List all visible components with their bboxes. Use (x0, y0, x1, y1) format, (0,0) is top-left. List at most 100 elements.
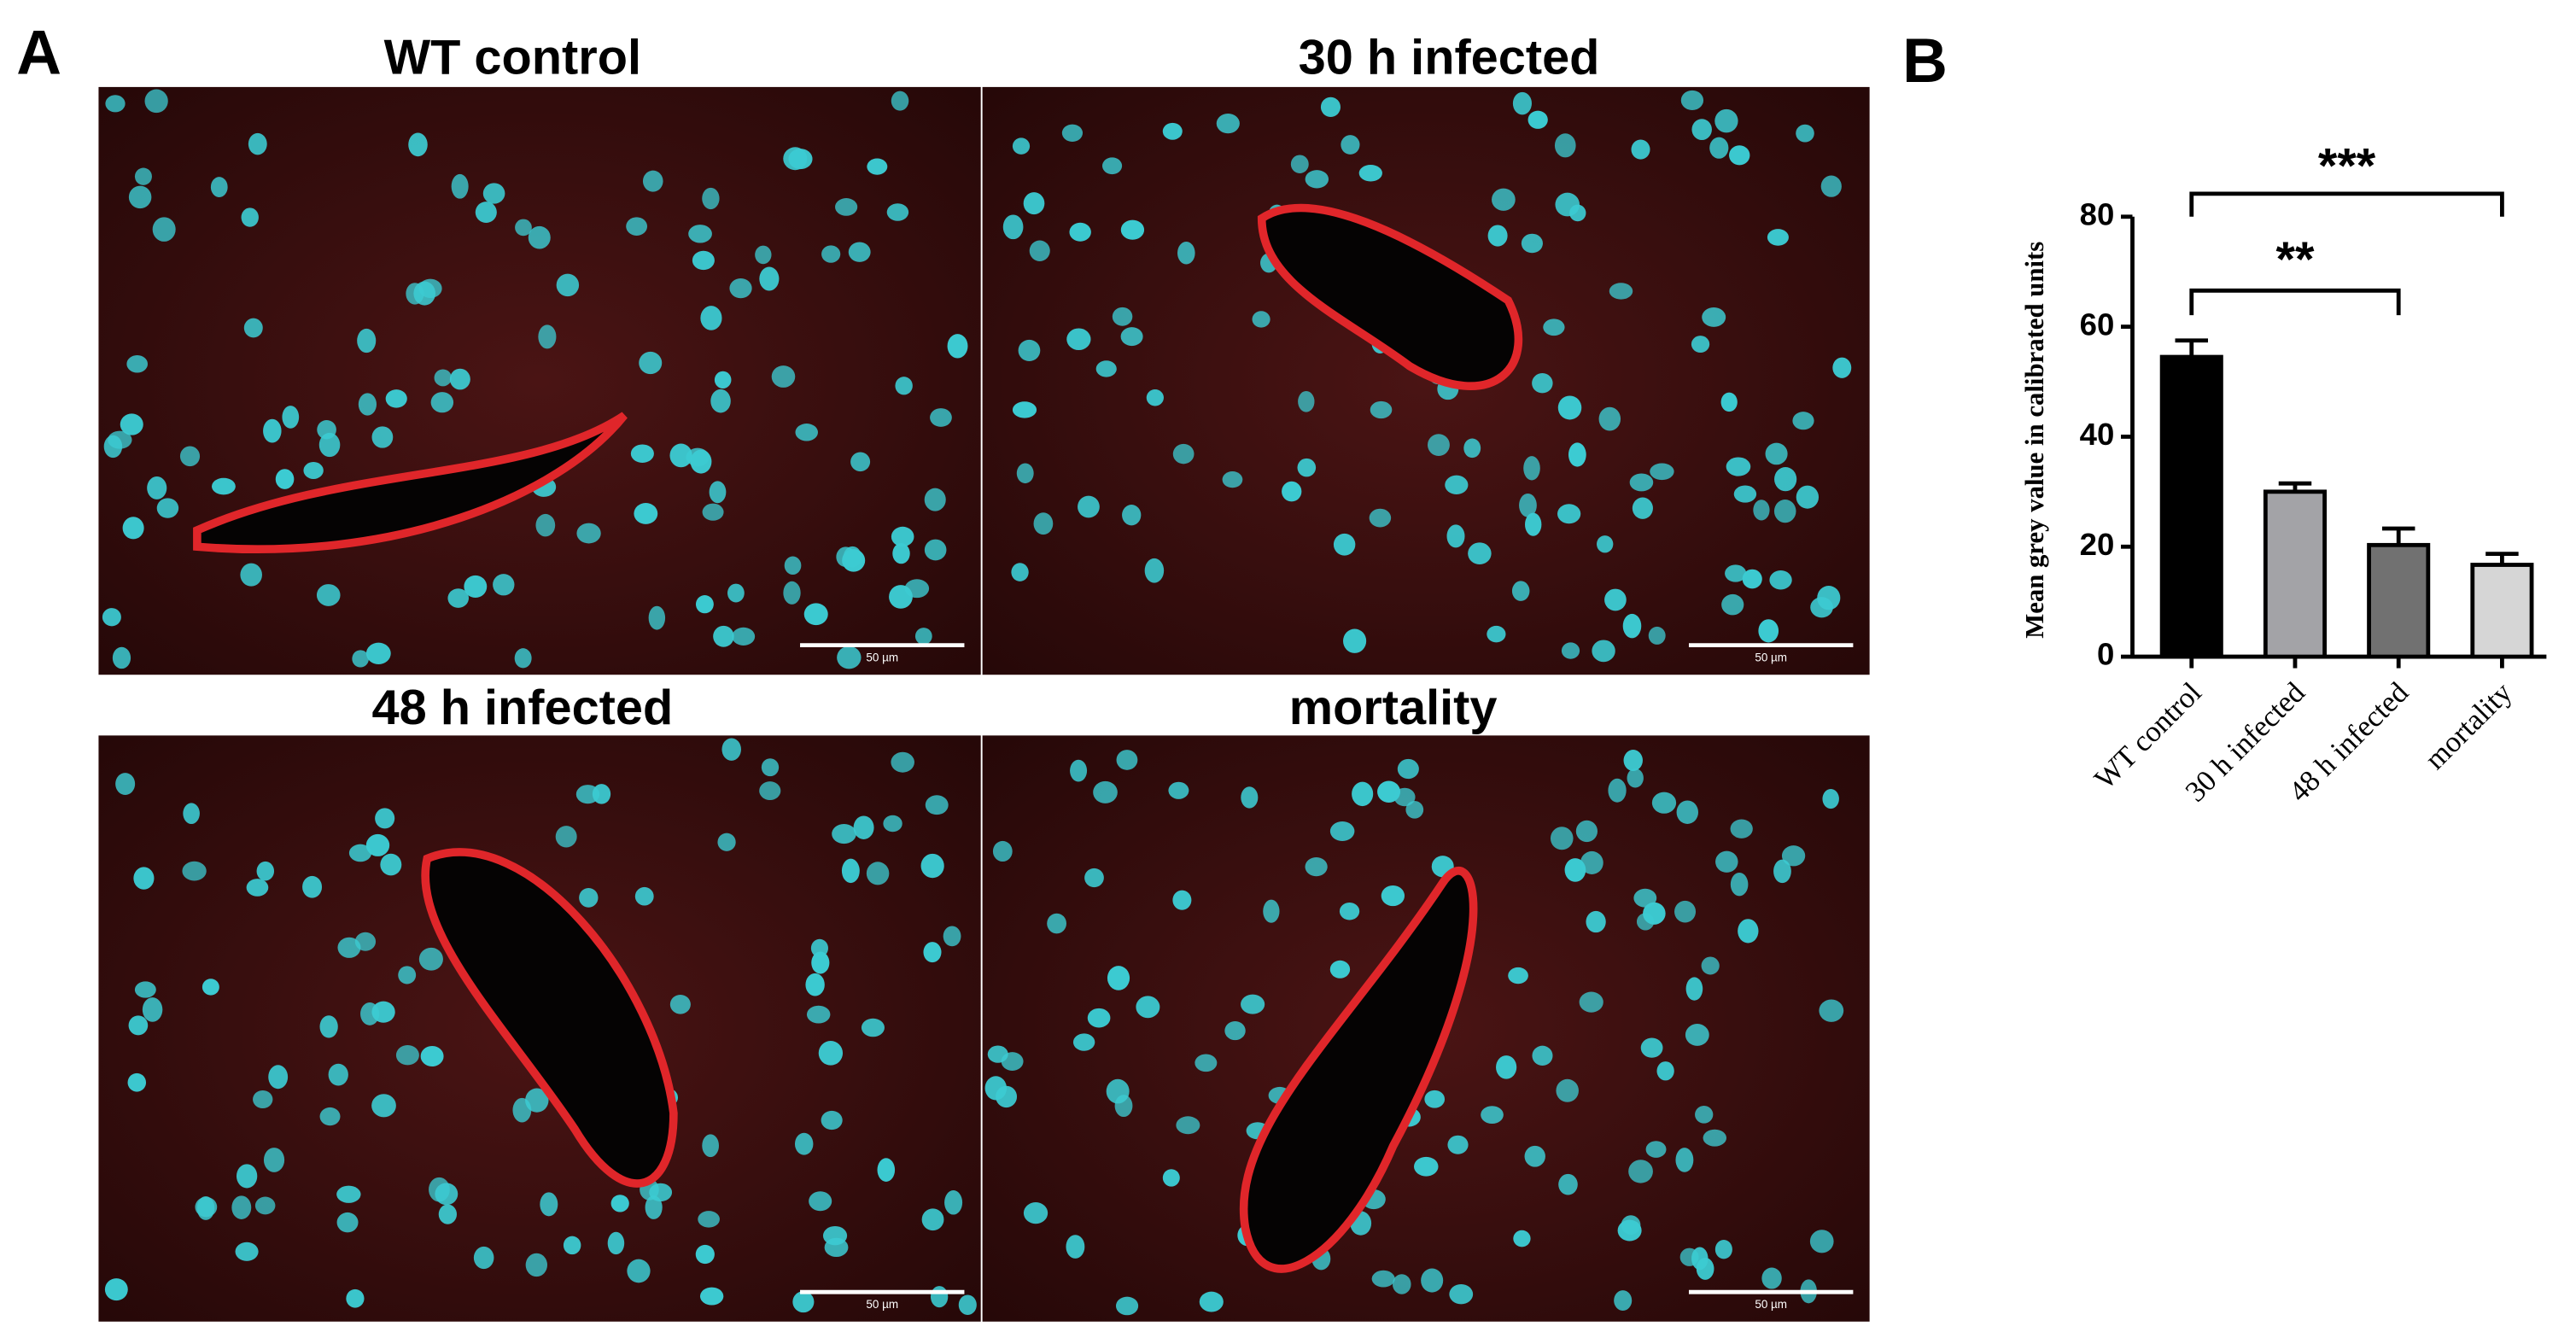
nucleus (1820, 175, 1842, 197)
nucleus (236, 1164, 258, 1189)
nucleus (1061, 124, 1084, 142)
nucleus (112, 646, 131, 669)
nucleus (1447, 1135, 1469, 1154)
nucleus (302, 875, 323, 898)
nucleus (1070, 759, 1088, 782)
nucleus (152, 217, 176, 242)
nucleus (493, 574, 515, 596)
nucleus (514, 648, 532, 669)
nucleus (1329, 821, 1355, 841)
nucleus (877, 1158, 896, 1182)
nucleus (1078, 495, 1100, 518)
nucleus (1172, 443, 1195, 465)
nucleus (783, 581, 801, 605)
nucleus (1696, 1257, 1714, 1280)
nucleus (648, 605, 666, 630)
bar (2470, 563, 2534, 659)
nucleus (1305, 170, 1329, 189)
nucleus (1532, 1045, 1553, 1066)
nucleus (642, 170, 663, 192)
nucleus (358, 393, 377, 416)
nucleus (1513, 1230, 1531, 1247)
nucleus (1162, 1169, 1180, 1187)
nucleus (1623, 750, 1643, 771)
nucleus (1810, 597, 1833, 618)
x-tick-label: mortality (2419, 675, 2519, 775)
nucleus (1714, 108, 1738, 133)
nucleus (256, 861, 275, 881)
nucleus (1645, 1141, 1667, 1158)
nucleus (639, 351, 663, 375)
nucleus (1524, 1145, 1545, 1167)
nucleus (365, 833, 390, 856)
nucleus (947, 334, 968, 359)
nucleus (698, 1211, 720, 1228)
image-title: WT control (384, 30, 641, 85)
nucleus (576, 523, 601, 544)
nucleus (525, 1088, 549, 1113)
nucleus (263, 1148, 285, 1172)
nucleus (142, 997, 163, 1022)
nucleus (1371, 1270, 1395, 1288)
nucleus (282, 406, 300, 429)
nucleus (850, 452, 871, 472)
nucleus (447, 588, 470, 608)
nucleus (1320, 96, 1341, 117)
image-title: 48 h infected (371, 681, 673, 735)
micrograph (982, 735, 1870, 1322)
nucleus (1521, 233, 1543, 254)
y-tick-label: 60 (2080, 307, 2115, 342)
nucleus (1679, 1247, 1699, 1266)
nucleus (1832, 357, 1852, 378)
nucleus (337, 937, 361, 958)
nucleus (1543, 318, 1565, 336)
nucleus (1629, 473, 1654, 492)
panel-label: B (1902, 26, 1948, 96)
nucleus (1586, 910, 1606, 933)
nucleus (1809, 1230, 1834, 1253)
nucleus (803, 603, 828, 626)
nucleus (202, 979, 219, 996)
nucleus (702, 503, 724, 521)
nucleus (1511, 581, 1530, 601)
nucleus (482, 183, 505, 204)
nucleus (1427, 434, 1450, 457)
nucleus (195, 1196, 218, 1218)
nucleus (1781, 845, 1806, 867)
nucleus (316, 584, 341, 606)
significance-label: ** (2276, 232, 2315, 287)
nucleus (729, 278, 752, 299)
nucleus (1557, 504, 1581, 524)
nucleus (891, 526, 914, 547)
nucleus (395, 1044, 419, 1066)
nucleus (147, 476, 167, 500)
nucleus (1241, 786, 1259, 809)
nucleus (1767, 229, 1789, 246)
nucleus (923, 942, 942, 963)
nucleus (992, 840, 1013, 862)
nucleus (1730, 819, 1753, 838)
nucleus (809, 1191, 832, 1212)
nucleus (1029, 240, 1050, 261)
nucleus (540, 1192, 558, 1217)
nucleus (914, 628, 932, 646)
nucleus (365, 642, 391, 664)
nucleus (1608, 778, 1627, 803)
nucleus (892, 543, 910, 564)
nucleus (822, 1225, 848, 1246)
nucleus (556, 273, 580, 297)
nucleus (795, 424, 818, 441)
nucleus (861, 1018, 885, 1037)
nucleus (669, 443, 692, 468)
nucleus (1222, 471, 1243, 488)
nucleus (1177, 242, 1195, 265)
nucleus (1487, 225, 1508, 247)
nucleus (1136, 996, 1160, 1019)
nucleus (1290, 155, 1309, 173)
nucleus (182, 861, 207, 881)
nucleus (630, 444, 654, 463)
nucleus (1691, 119, 1712, 141)
nucleus (627, 1259, 651, 1283)
nucleus (1720, 392, 1738, 412)
nucleus (1333, 533, 1356, 556)
